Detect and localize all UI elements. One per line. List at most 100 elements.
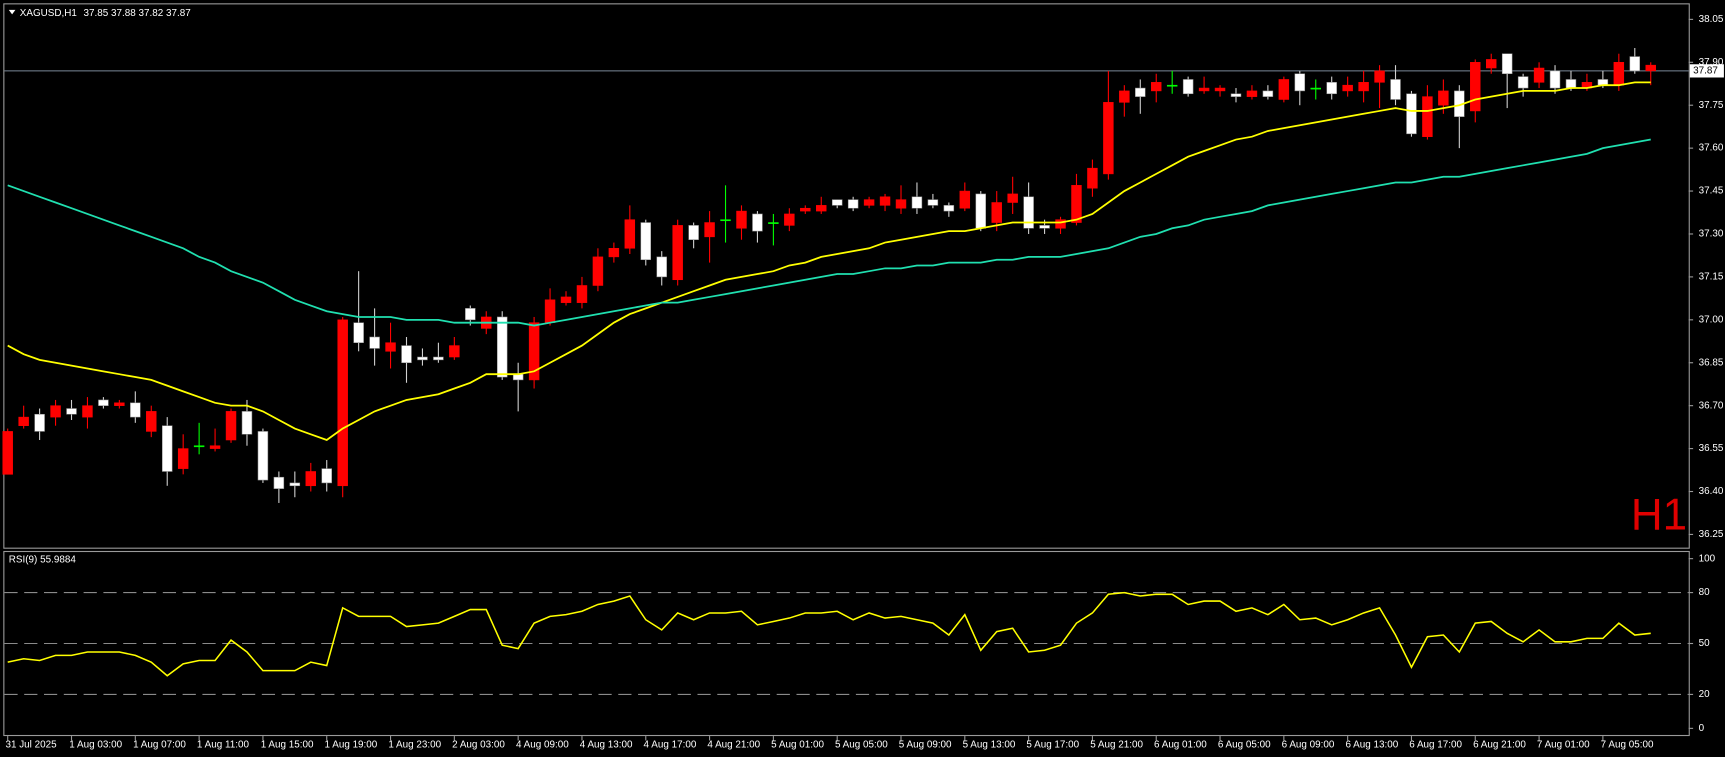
candle-body (1629, 56, 1641, 72)
y-tick-label: 37.90 (1699, 57, 1724, 68)
y-tick-label: 37.30 (1699, 229, 1724, 240)
candle-body (209, 445, 221, 449)
candle-body (975, 193, 986, 229)
candle-body (1645, 64, 1656, 72)
candle-body (1214, 87, 1226, 92)
candle-body (241, 411, 253, 435)
candle-body (1166, 84, 1178, 87)
candle-body (943, 205, 955, 212)
y-tick-label: 37.75 (1699, 100, 1724, 111)
candle-body (784, 213, 795, 226)
x-tick-label: 7 Aug 05:00 (1601, 739, 1654, 750)
candle-body (911, 196, 923, 209)
candle-body (560, 296, 572, 303)
y-tick-label: 80 (1699, 587, 1710, 598)
candle-body (1055, 219, 1066, 229)
candle-body (688, 225, 699, 240)
ohlc: 37.85 37.88 37.82 37.87 (84, 8, 191, 19)
x-tick-label: 2 Aug 03:00 (452, 739, 505, 750)
timeframe-label: H1 (1631, 491, 1687, 540)
last-price-label: 37.87 (1693, 65, 1718, 76)
x-tick-label: 5 Aug 21:00 (1090, 739, 1143, 750)
candle-body (496, 316, 508, 378)
candle-body (130, 402, 141, 418)
candle-body (608, 248, 620, 258)
candle-body (816, 205, 827, 212)
candle-body (449, 345, 460, 358)
candle-body (1613, 62, 1625, 86)
x-tick-label: 5 Aug 05:00 (835, 739, 888, 750)
candle-body (1533, 67, 1545, 83)
candle-body (1517, 76, 1529, 89)
candle-body (1294, 73, 1306, 92)
candle-body (82, 405, 93, 418)
candle-body (34, 413, 45, 432)
x-tick-label: 4 Aug 17:00 (644, 739, 697, 750)
candle-body (1230, 93, 1242, 97)
candle-body (18, 416, 29, 426)
candle-body (831, 199, 843, 206)
x-tick-label: 1 Aug 19:00 (325, 739, 378, 750)
candle-body (66, 408, 77, 415)
y-tick-label: 37.15 (1699, 272, 1724, 283)
candle-body (959, 190, 971, 209)
candle-body (401, 345, 412, 364)
candle-body (161, 425, 173, 472)
y-tick-label: 0 (1699, 723, 1705, 734)
candle-body (768, 222, 779, 224)
x-tick-label: 6 Aug 09:00 (1282, 739, 1335, 750)
price-pane (3, 3, 1690, 549)
candle-body (1438, 90, 1449, 106)
x-tick-label: 6 Aug 17:00 (1409, 739, 1462, 750)
moving-average (7, 138, 1651, 327)
candle-body (1358, 82, 1369, 92)
candle-body (1007, 193, 1018, 203)
candle-body (1406, 93, 1417, 135)
x-tick-label: 6 Aug 21:00 (1473, 739, 1526, 750)
x-tick-label: 7 Aug 01:00 (1537, 739, 1590, 750)
candle-body (800, 207, 811, 212)
y-tick-label: 37.60 (1699, 143, 1724, 154)
candle-body (1103, 102, 1114, 175)
candle-body (1071, 185, 1082, 223)
candle-body (656, 256, 667, 278)
candle-body (321, 468, 332, 484)
candle-body (592, 256, 604, 286)
candle-body (1485, 59, 1497, 69)
candle-body (1087, 167, 1098, 189)
x-tick-label: 6 Aug 13:00 (1345, 739, 1398, 750)
candle-body (576, 285, 588, 303)
candle-body (720, 219, 731, 222)
candle-body (1310, 87, 1321, 90)
candle-body (2, 431, 13, 475)
x-tick-label: 6 Aug 01:00 (1154, 739, 1207, 750)
y-tick-label: 50 (1699, 638, 1710, 649)
y-tick-label: 38.05 (1699, 14, 1724, 25)
candle-body (1501, 53, 1513, 75)
candle-body (1039, 225, 1050, 229)
x-tick-label: 4 Aug 13:00 (580, 739, 633, 750)
candle-body (1549, 70, 1561, 89)
candle-body (1119, 90, 1130, 103)
candle-body (257, 431, 269, 481)
marks: 38.05 37.90 37.75 37.60 37.45 37.30 37.15 37.00… (2, 14, 1724, 750)
candle-body (1262, 90, 1274, 97)
candle-body (927, 199, 939, 206)
candle-body (98, 399, 109, 406)
candle-body (1342, 84, 1353, 92)
candle-body (1470, 62, 1481, 112)
candle-body (353, 322, 364, 343)
y-tick-label: 36.70 (1699, 400, 1724, 411)
candle-body (1326, 82, 1337, 95)
candle-body (433, 356, 444, 361)
candle-body (337, 319, 348, 487)
y-tick-label: 100 (1699, 553, 1716, 564)
x-tick-label: 1 Aug 07:00 (133, 739, 186, 750)
y-tick-label: 20 (1699, 689, 1710, 700)
x-tick-label: 5 Aug 09:00 (899, 739, 952, 750)
candle-body (465, 308, 476, 321)
candle-body (417, 356, 428, 361)
x-tick-label: 1 Aug 03:00 (69, 739, 122, 750)
